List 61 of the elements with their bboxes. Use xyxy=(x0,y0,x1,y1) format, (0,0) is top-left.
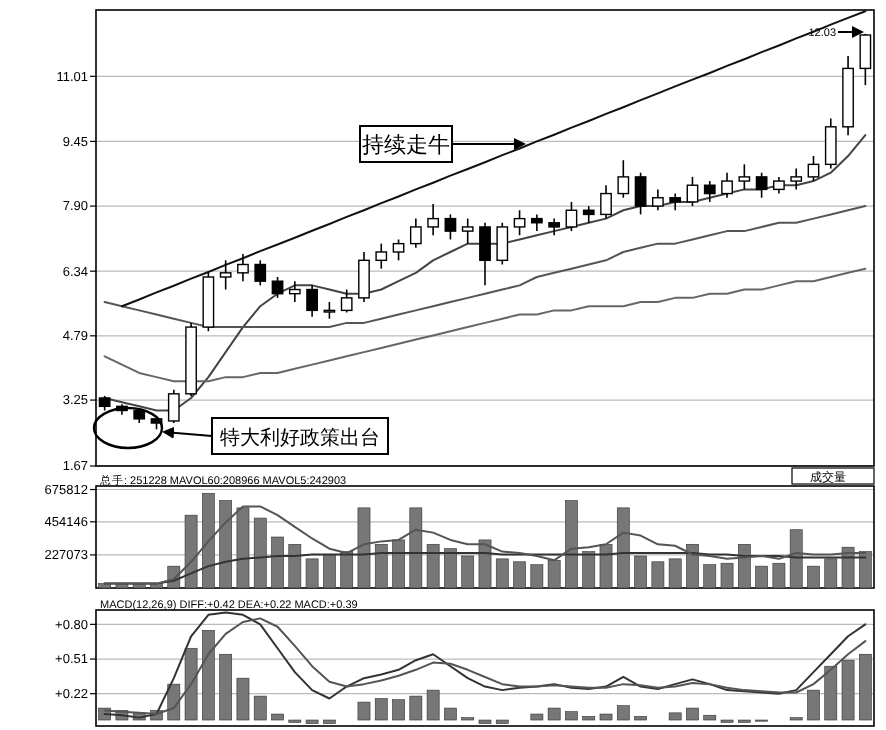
candlestick xyxy=(358,251,370,303)
candlestick xyxy=(167,388,180,424)
candlestick xyxy=(721,171,733,199)
line-series xyxy=(120,10,867,308)
candlestick xyxy=(392,238,405,262)
bar xyxy=(703,714,717,721)
bar xyxy=(755,565,768,589)
candlestick xyxy=(288,280,301,303)
candlestick xyxy=(513,209,526,237)
bar xyxy=(565,711,578,721)
candlestick xyxy=(254,259,267,287)
candlestick xyxy=(444,213,457,241)
candlestick xyxy=(219,259,232,291)
candlestick xyxy=(479,221,491,287)
candlestick xyxy=(686,176,699,207)
candlestick xyxy=(600,184,612,220)
bar xyxy=(807,565,820,589)
bar xyxy=(444,707,457,721)
bar xyxy=(616,705,630,721)
line-series xyxy=(103,267,867,383)
bar xyxy=(357,701,371,721)
bar xyxy=(720,562,734,589)
bar xyxy=(513,561,526,589)
annotation: 持续走牛 xyxy=(362,132,450,158)
bar xyxy=(841,659,855,721)
bar xyxy=(824,665,838,721)
line-series xyxy=(103,205,867,329)
candlestick xyxy=(703,180,716,203)
bar xyxy=(374,698,388,721)
candlestick xyxy=(375,242,388,270)
candlestick xyxy=(237,253,249,282)
bar xyxy=(271,713,284,721)
line-series xyxy=(103,505,867,585)
annotation: 特大利好政策出台 xyxy=(220,426,380,450)
candlestick xyxy=(634,171,647,216)
bar xyxy=(807,689,820,721)
candlestick xyxy=(271,276,284,299)
candlestick xyxy=(807,155,820,182)
bar xyxy=(253,695,267,721)
bar xyxy=(219,653,233,721)
bar xyxy=(202,630,215,721)
bar xyxy=(236,677,250,721)
bar xyxy=(392,699,405,721)
candlestick xyxy=(496,221,509,266)
candlestick xyxy=(617,159,630,199)
bar xyxy=(859,653,872,721)
candlestick xyxy=(565,201,578,232)
candlestick xyxy=(824,117,837,170)
candlestick xyxy=(755,171,768,199)
candlestick xyxy=(427,203,440,237)
candlestick xyxy=(461,217,474,245)
bar xyxy=(686,707,699,721)
bar xyxy=(703,564,717,589)
candlestick xyxy=(409,217,422,249)
bar xyxy=(668,712,682,721)
candlestick xyxy=(790,167,803,191)
bar xyxy=(599,713,613,721)
candlestick xyxy=(306,284,318,318)
candlestick xyxy=(738,163,751,191)
candlestick xyxy=(652,188,664,212)
candlestick xyxy=(340,288,353,314)
